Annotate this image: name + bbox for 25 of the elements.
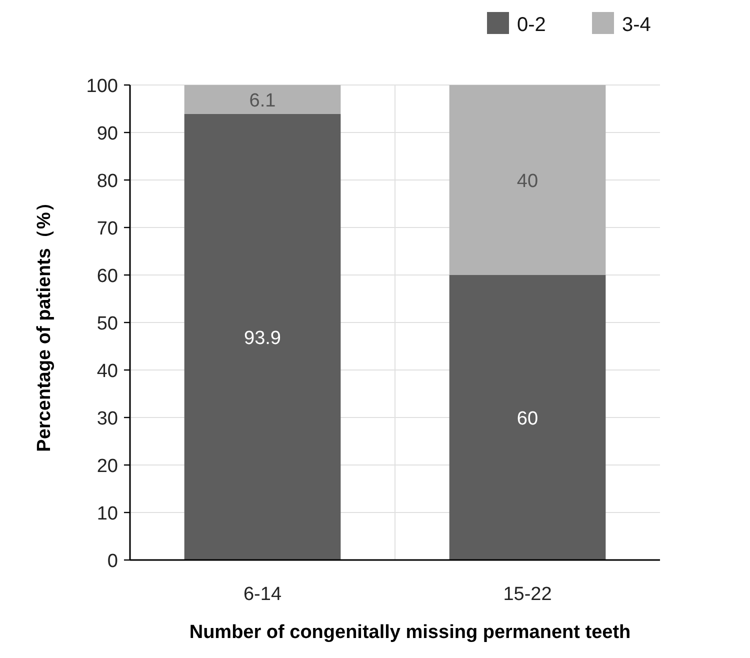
- bar: [449, 85, 606, 275]
- bar: [184, 114, 341, 560]
- bar: [184, 85, 341, 114]
- y-tick-label: 10: [96, 504, 118, 524]
- data-label: 40: [516, 171, 538, 192]
- data-label: 6.1: [249, 90, 276, 112]
- bar: [449, 275, 606, 560]
- y-tick-label: 50: [96, 314, 118, 334]
- x-tick-label: 15-22: [503, 584, 552, 605]
- y-tick-label: 0: [107, 551, 118, 572]
- x-axis-title: Number of congenitally missing permanent teeth: [189, 622, 631, 643]
- y-tick-label: 30: [96, 408, 118, 430]
- y-tick-label: 70: [96, 218, 118, 240]
- y-tick-label: 20: [96, 456, 118, 477]
- legend-label: 3-4: [622, 14, 651, 36]
- legend-label: 0-2: [517, 14, 546, 36]
- y-axis-title: Percentage of patients（%）: [34, 193, 55, 452]
- y-tick-label: 90: [96, 124, 118, 144]
- y-tick-label: 80: [96, 171, 118, 192]
- x-tick-label: 6-14: [243, 584, 282, 605]
- y-tick-label: 60: [96, 266, 118, 287]
- data-label: 60: [516, 408, 538, 430]
- y-tick-label: 100: [86, 76, 118, 97]
- data-label: 93.9: [244, 328, 281, 349]
- y-tick-label: 40: [96, 361, 118, 382]
